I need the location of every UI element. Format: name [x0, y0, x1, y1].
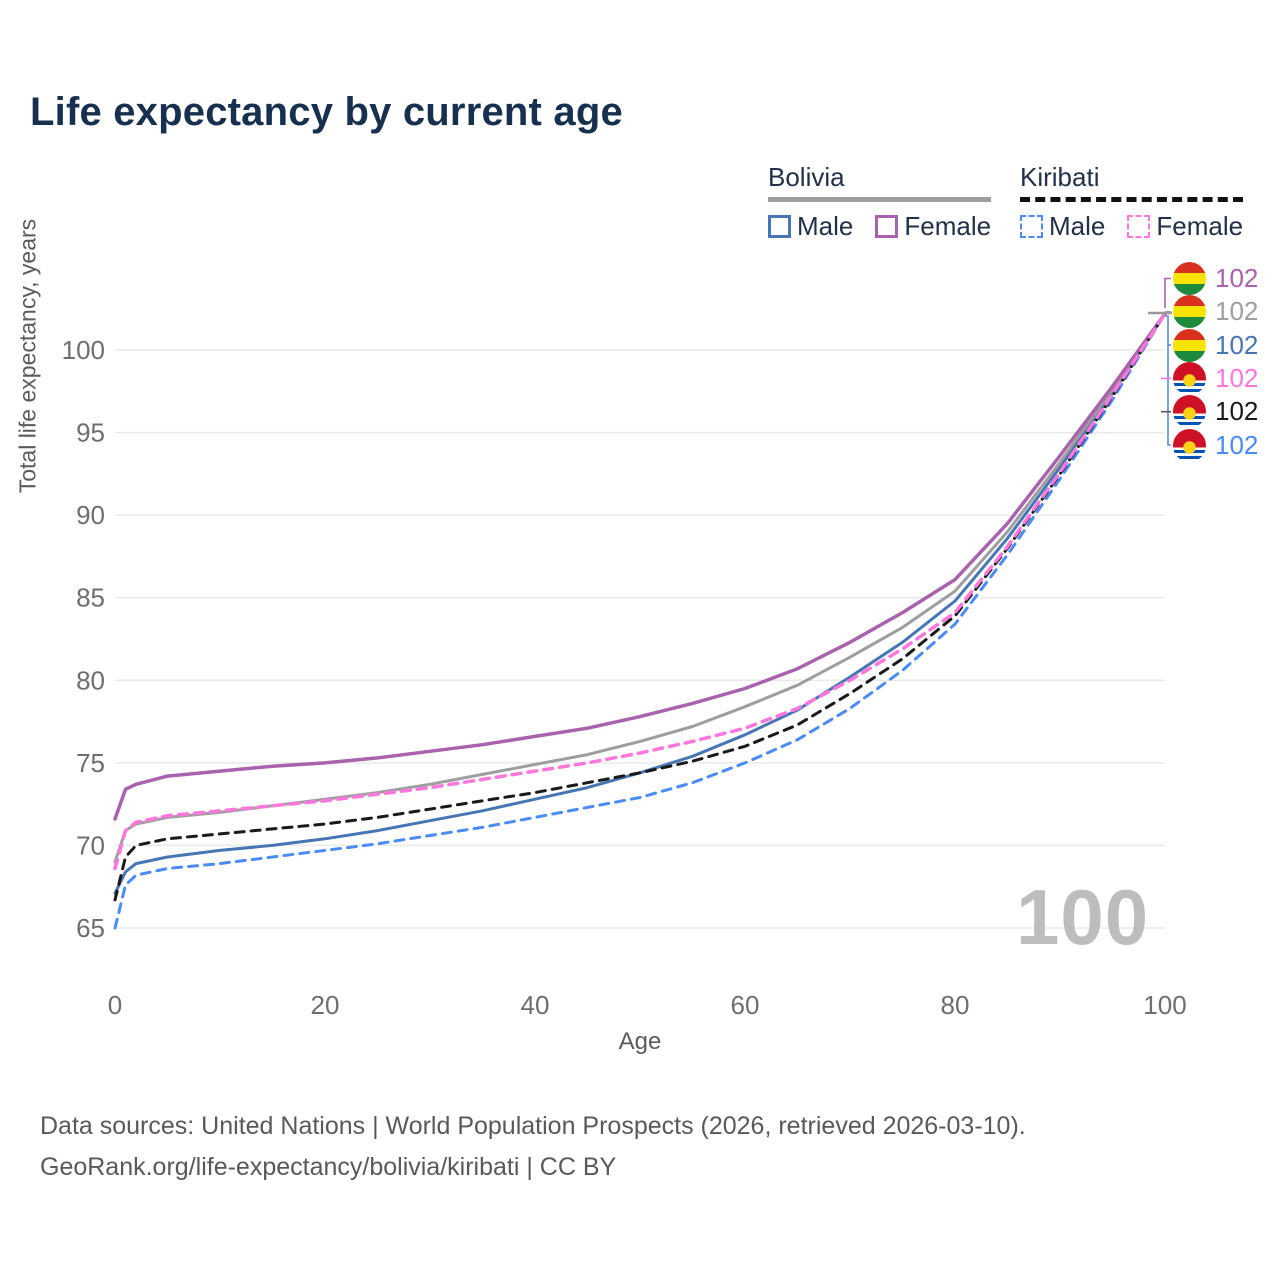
x-tick-60: 60 [731, 990, 760, 1020]
kiribati-line-sample [1020, 197, 1244, 202]
kiribati-flag-icon [1173, 428, 1206, 462]
bolivia-flag-icon [1173, 295, 1206, 329]
legend-label-female: Female [1156, 211, 1244, 241]
y-tick-75: 75 [76, 748, 105, 778]
end-row-bolivia-female: 102 [1173, 262, 1259, 296]
legend-country-bolivia: Bolivia [768, 162, 845, 192]
legend-item-bolivia-female[interactable]: Female [875, 211, 991, 242]
series-line-bolivia-male[interactable] [113, 312, 1167, 895]
series-line-kiribati-both-sexes[interactable] [113, 312, 1167, 902]
end-value: 102 [1215, 429, 1259, 460]
y-tick-85: 85 [76, 583, 105, 613]
legend-group-kiribati: Kiribati Male Female [1020, 162, 1244, 242]
kiribati-flag-icon [1173, 362, 1206, 396]
end-value-column: 102 102 102 102 102 102 [1173, 262, 1258, 462]
legend-label-male: Male [1049, 211, 1106, 241]
end-row-kiribati-female: 102 [1173, 362, 1259, 396]
connector-bolivia-female [1164, 277, 1171, 308]
x-tick-40: 40 [521, 990, 550, 1020]
y-tick-70: 70 [76, 830, 105, 860]
bolivia-flag-icon [1173, 328, 1206, 362]
series-line-kiribati-female[interactable] [113, 311, 1167, 871]
legend-group-bolivia: Bolivia Male Female [768, 162, 992, 242]
series-line-bolivia-female[interactable] [113, 311, 1167, 821]
legend-label-male: Male [797, 211, 854, 241]
legend-label-female: Female [904, 211, 992, 241]
end-value: 102 [1215, 263, 1259, 294]
age-watermark: 100 [1016, 873, 1150, 961]
end-row-bolivia-both: 102 [1173, 295, 1259, 329]
end-value: 102 [1215, 329, 1259, 360]
bolivia-line-sample [768, 197, 992, 202]
legend-item-kiribati-male[interactable]: Male [1020, 211, 1105, 242]
bolivia-flag-icon [1173, 262, 1206, 296]
kiribati-female-swatch [1127, 215, 1151, 238]
legend-country-kiribati: Kiribati [1020, 162, 1100, 192]
x-axis-title: Age [618, 1028, 662, 1055]
connector-blue-bracket [1165, 315, 1171, 446]
series-line-bolivia-both-sexes[interactable] [113, 312, 1167, 864]
legend-item-kiribati-female[interactable]: Female [1127, 211, 1243, 242]
end-row-kiribati-both: 102 [1173, 395, 1259, 429]
series-line-kiribati-male[interactable] [113, 312, 1167, 930]
source-line-2: GeoRank.org/life-expectancy/bolivia/kiri… [40, 1153, 617, 1181]
kiribati-flag-icon [1173, 395, 1206, 429]
y-tick-95: 95 [76, 418, 105, 448]
end-row-kiribati-male: 102 [1173, 428, 1259, 462]
x-tick-20: 20 [311, 990, 340, 1020]
source-line-1: Data sources: United Nations | World Pop… [40, 1112, 1026, 1140]
bolivia-male-swatch [768, 215, 791, 238]
bolivia-female-swatch [875, 215, 899, 238]
y-tick-80: 80 [76, 665, 105, 695]
page-title: Life expectancy by current age [30, 90, 623, 134]
x-tick-0: 0 [108, 990, 122, 1020]
kiribati-male-swatch [1020, 215, 1043, 238]
source-attribution: Data sources: United Nations | World Pop… [40, 1106, 1026, 1188]
end-value: 102 [1215, 396, 1259, 427]
legend-item-bolivia-male[interactable]: Male [768, 211, 853, 242]
end-row-bolivia-male: 102 [1173, 328, 1259, 362]
y-tick-90: 90 [76, 500, 105, 530]
end-value: 102 [1215, 296, 1259, 327]
y-tick-100: 100 [62, 335, 105, 365]
end-value: 102 [1215, 363, 1259, 394]
x-tick-100: 100 [1143, 990, 1186, 1020]
x-tick-80: 80 [941, 990, 970, 1020]
y-tick-65: 65 [76, 913, 105, 943]
